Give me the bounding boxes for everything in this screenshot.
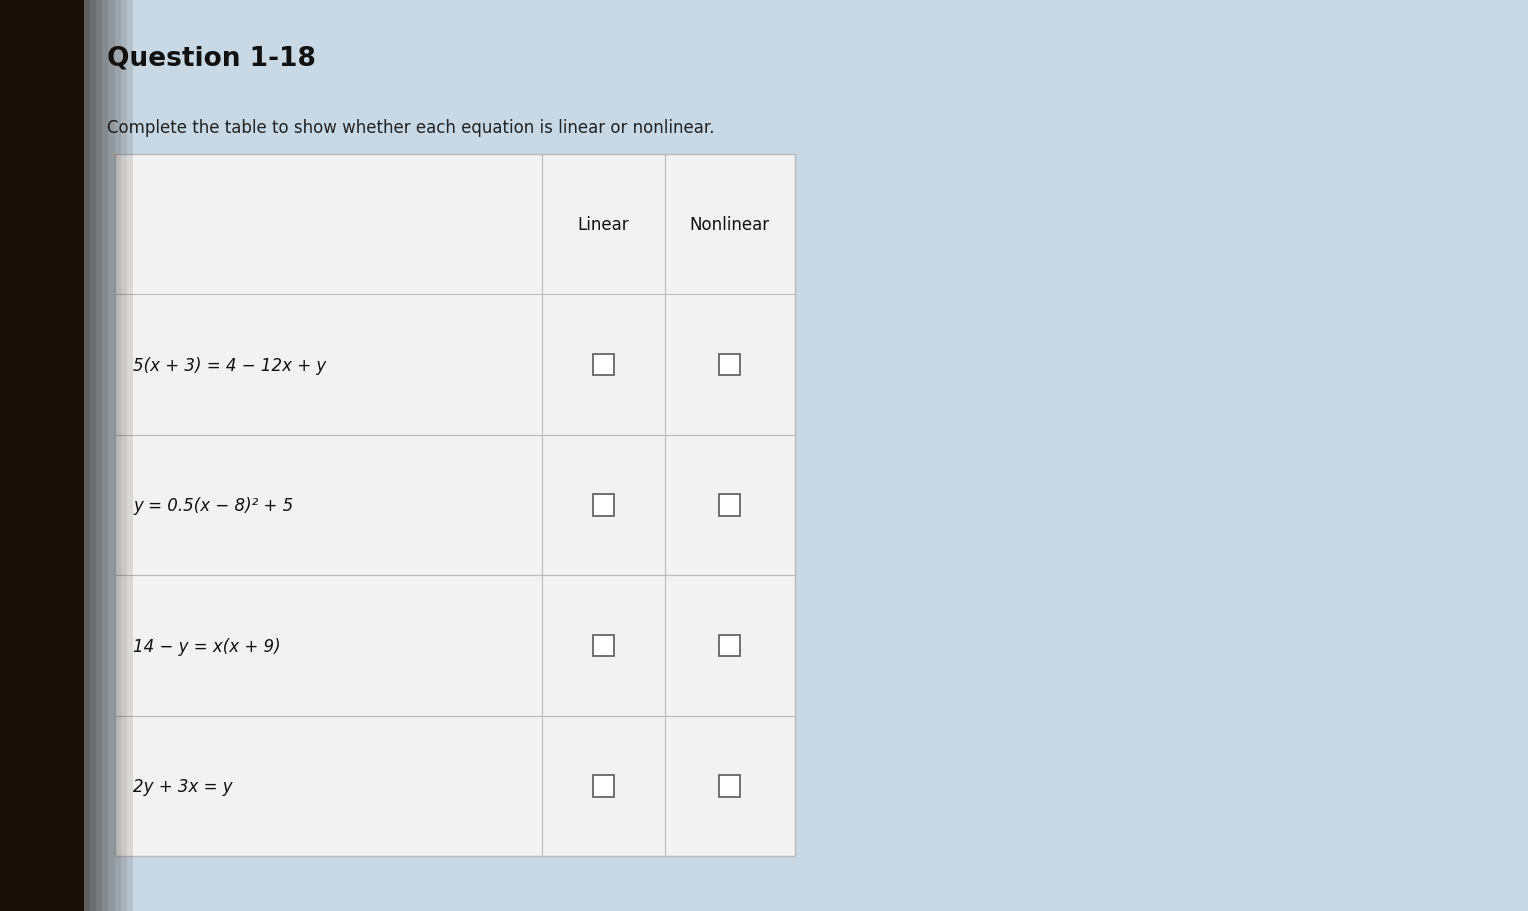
Bar (720, 354, 741, 376)
Bar (720, 775, 741, 797)
Bar (720, 635, 741, 657)
Text: Question 1-18: Question 1-18 (107, 46, 316, 72)
Text: Nonlinear: Nonlinear (689, 216, 770, 234)
Bar (593, 775, 614, 797)
Bar (593, 495, 614, 517)
Text: 2y + 3x = y: 2y + 3x = y (133, 777, 232, 795)
Text: Linear: Linear (578, 216, 630, 234)
Bar (127, 0, 133, 911)
Text: y = 0.5(x − 8)² + 5: y = 0.5(x − 8)² + 5 (133, 496, 293, 515)
Bar (593, 354, 614, 376)
Bar (90, 0, 96, 911)
Bar (593, 635, 614, 657)
Bar (0, 0, 84, 911)
Text: Complete the table to show whether each equation is linear or nonlinear.: Complete the table to show whether each … (107, 118, 715, 137)
Bar (720, 495, 741, 517)
Bar (121, 0, 127, 911)
Bar (102, 0, 108, 911)
Bar (115, 0, 121, 911)
Bar (96, 0, 102, 911)
Bar (84, 0, 90, 911)
Text: 14 − y = x(x + 9): 14 − y = x(x + 9) (133, 637, 281, 655)
Bar (108, 0, 115, 911)
Text: 5(x + 3) = 4 − 12x + y: 5(x + 3) = 4 − 12x + y (133, 356, 325, 374)
